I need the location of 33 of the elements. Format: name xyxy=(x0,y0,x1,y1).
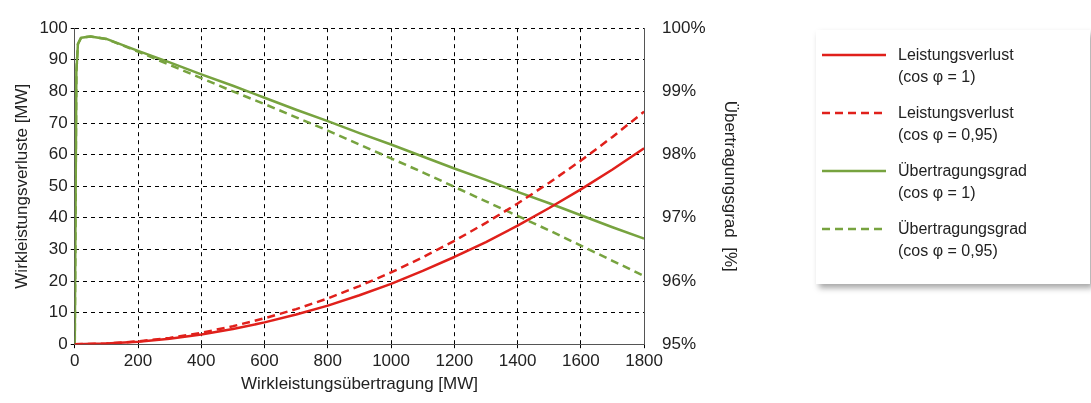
y-tick-label: 20 xyxy=(48,270,68,290)
y-tick-label: 30 xyxy=(48,239,68,259)
y-tick-label: 50 xyxy=(48,175,68,195)
y-tick-label: 90 xyxy=(48,49,68,69)
y2-tick-label: 100% xyxy=(662,17,706,37)
y2-tick-label: 95% xyxy=(662,333,697,353)
y-axis-title: Wirkleistungsverluste [MW] xyxy=(11,83,31,289)
y2-tick-label: 98% xyxy=(662,144,697,164)
y2-tick-label: 97% xyxy=(662,207,697,227)
y-tick-label: 40 xyxy=(48,207,68,227)
y2-tick-label: 99% xyxy=(662,81,697,101)
y-tick-label: 70 xyxy=(48,112,68,132)
x-tick-label: 800 xyxy=(313,351,342,371)
x-tick-label: 1000 xyxy=(372,351,410,371)
x-tick-label: 600 xyxy=(250,351,279,371)
x-axis-title: Wirkleistungsübertragung [MW] xyxy=(240,374,479,394)
y-tick-label: 100 xyxy=(39,17,68,37)
legend-label: Leistungsverlust (cos φ = 1) xyxy=(898,45,1015,87)
y-tick-label: 0 xyxy=(58,333,68,353)
x-tick-label: 1200 xyxy=(435,351,474,371)
y2-tick-label: 96% xyxy=(662,270,697,290)
y-tick-label: 80 xyxy=(48,81,68,101)
y2-axis-title: Übertragungsgrad [%] xyxy=(721,100,741,272)
legend-label: Übertragungsgrad (cos φ = 1) xyxy=(898,161,1028,203)
y-tick-label: 60 xyxy=(48,144,68,164)
x-tick-label: 200 xyxy=(123,351,153,371)
x-tick-label: 1800 xyxy=(625,351,664,371)
x-tick-label: 1600 xyxy=(561,351,600,371)
legend-label: Leistungsverlust (cos φ = 0,95) xyxy=(898,103,1015,145)
legend-label: Übertragungsgrad (cos φ = 0,95) xyxy=(898,219,1028,261)
y-tick-label: 10 xyxy=(48,302,68,322)
x-tick-label: 1400 xyxy=(498,351,537,371)
x-tick-label: 400 xyxy=(187,351,216,371)
